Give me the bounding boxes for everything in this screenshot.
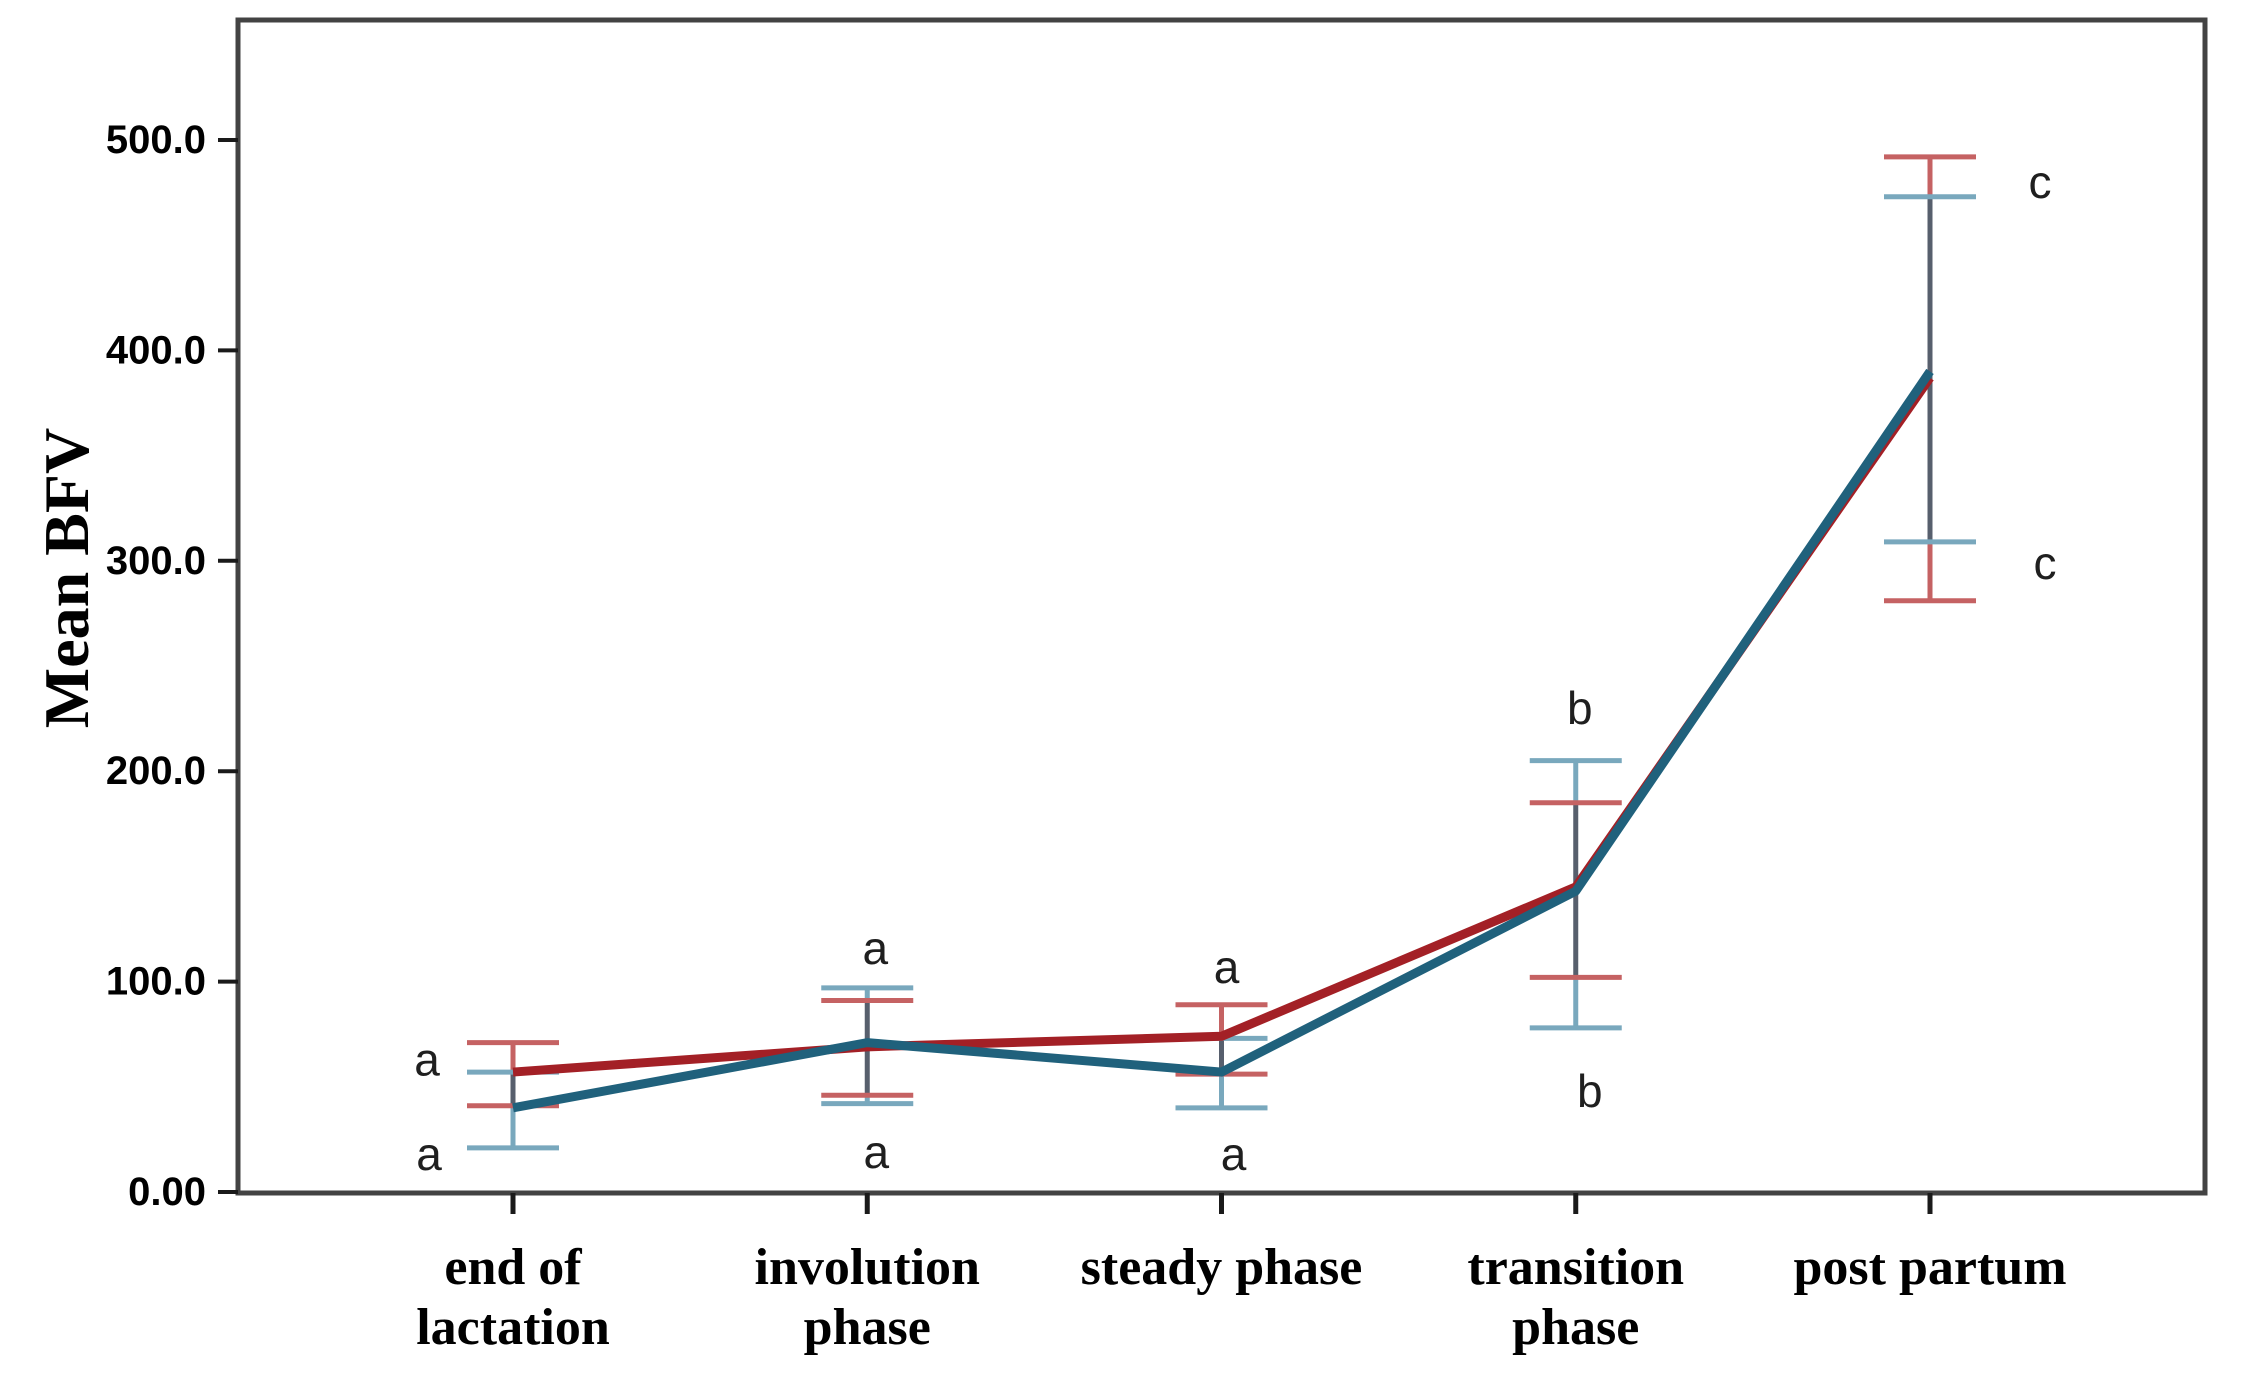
x-axis-category-label: post partum: [1793, 1239, 2066, 1296]
y-axis-tick-label: 400.0: [106, 328, 206, 372]
significance-letter: a: [862, 922, 888, 974]
x-axis-category-label: transition phase: [1467, 1239, 1684, 1356]
significance-letter: a: [1221, 1128, 1247, 1180]
x-axis-category-label: steady phase: [1081, 1239, 1363, 1296]
significance-letter: b: [1577, 1065, 1603, 1117]
significance-letter: a: [1214, 941, 1240, 993]
significance-letter: a: [414, 1033, 440, 1085]
y-axis-tick-label: 500.0: [106, 118, 206, 162]
significance-letter: a: [416, 1128, 442, 1180]
y-axis-tick-label: 0.00: [128, 1170, 206, 1214]
y-axis-tick-label: 300.0: [106, 539, 206, 583]
significance-letter: c: [2034, 537, 2057, 589]
significance-letter: a: [863, 1126, 889, 1178]
y-axis-tick-label: 100.0: [106, 960, 206, 1004]
x-axis-category-label: involution phase: [755, 1239, 980, 1356]
significance-letter: c: [2029, 156, 2052, 208]
significance-letter: b: [1567, 682, 1593, 734]
y-axis-title: Mean BFV: [31, 428, 102, 728]
teal-series-line: [512, 368, 1934, 1113]
x-axis-category-label: end of lactation: [416, 1239, 610, 1356]
y-axis-tick-label: 200.0: [106, 749, 206, 793]
